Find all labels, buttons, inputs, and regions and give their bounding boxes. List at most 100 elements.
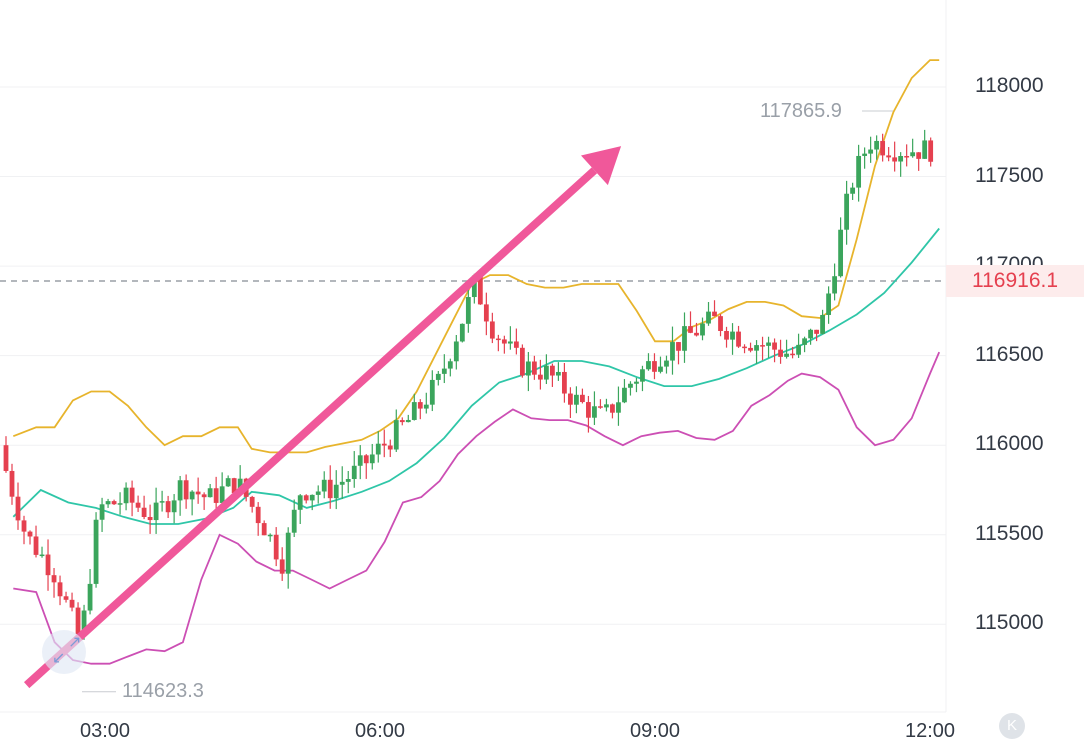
candle (345, 470, 351, 494)
candle (501, 335, 507, 354)
candle-body (694, 332, 699, 336)
candle-body (249, 496, 255, 507)
candle (69, 592, 75, 612)
candle-body (856, 155, 862, 188)
zoom-icon[interactable]: ↙ ↗ (42, 630, 86, 674)
candle (928, 137, 934, 167)
candle-body (459, 323, 465, 342)
candle-body (868, 149, 874, 154)
candle (411, 393, 417, 421)
candle-body (820, 314, 825, 334)
candle (423, 392, 429, 414)
candle (616, 386, 621, 426)
candle (117, 492, 123, 515)
candle (766, 336, 771, 358)
candle-body (387, 445, 393, 450)
scroll-latest-icon[interactable]: K (999, 713, 1025, 739)
candle-body (838, 229, 844, 277)
candle-body (706, 311, 711, 324)
candle-body (381, 443, 387, 446)
candle (694, 322, 699, 337)
candle (826, 286, 831, 324)
candle-body (814, 329, 819, 334)
candle (904, 144, 910, 167)
candle (249, 495, 255, 513)
candle (658, 356, 663, 374)
candle-body (399, 420, 405, 423)
candle (850, 182, 856, 200)
candle-body (237, 478, 243, 494)
candle-body (531, 361, 537, 375)
candle (838, 217, 844, 278)
trend-arrow-head (580, 146, 622, 186)
candle (297, 494, 303, 524)
candle (183, 474, 189, 509)
candle (375, 431, 381, 463)
candle-body (886, 155, 892, 158)
candle-body (129, 487, 135, 503)
candle (622, 379, 627, 404)
candle (676, 342, 681, 365)
candle (922, 129, 928, 159)
candle (784, 339, 789, 359)
candle (147, 504, 153, 534)
candle-body (477, 275, 483, 305)
candle-body (171, 500, 177, 513)
candle (39, 546, 45, 558)
candle (820, 309, 825, 335)
candle-body (658, 366, 663, 372)
candle (519, 344, 525, 378)
candle-body (832, 276, 838, 294)
candle-body (826, 293, 831, 315)
candle-body (345, 479, 351, 482)
candle (790, 346, 795, 359)
candle-body (165, 501, 171, 513)
candle (628, 381, 633, 396)
candle-body (315, 491, 321, 495)
candle (592, 391, 597, 425)
x-tick-label: 09:00 (629, 720, 681, 742)
x-tick-label: 03:00 (79, 720, 131, 742)
candle-body (87, 583, 93, 611)
candle (429, 370, 435, 412)
candle-body (730, 331, 735, 340)
candle-body (664, 360, 669, 367)
candle-body (682, 326, 687, 351)
candle-body (147, 516, 153, 521)
candle (459, 323, 465, 343)
candle (51, 568, 57, 598)
candle (724, 326, 729, 348)
candle-body (57, 582, 63, 597)
candle-body (93, 519, 99, 584)
candle (796, 333, 801, 358)
candle-body (447, 361, 453, 369)
candle (916, 152, 922, 171)
candle-body (892, 157, 898, 162)
candle-body (574, 394, 579, 405)
candle-body (159, 501, 165, 503)
candle-body (183, 480, 189, 500)
candle-body (267, 534, 273, 537)
candle-body (736, 331, 741, 347)
candle-body (207, 488, 213, 498)
candle-body (525, 361, 531, 376)
candle (580, 388, 585, 404)
x-tick-label: 12:00 (904, 720, 956, 742)
trend-arrow-shaft (23, 167, 598, 689)
candle (87, 568, 93, 615)
candle-body (718, 316, 723, 331)
candle (604, 398, 609, 412)
candle-body (297, 495, 303, 510)
grid-lines (0, 0, 947, 713)
candle (363, 454, 369, 479)
candle (507, 326, 513, 350)
candle (309, 494, 315, 511)
candle-body (646, 361, 651, 370)
candle (562, 363, 567, 403)
candle-body (748, 347, 753, 351)
candles[interactable] (3, 129, 934, 640)
candle-body (519, 347, 525, 376)
candle-body (688, 326, 693, 333)
candle (93, 512, 99, 588)
